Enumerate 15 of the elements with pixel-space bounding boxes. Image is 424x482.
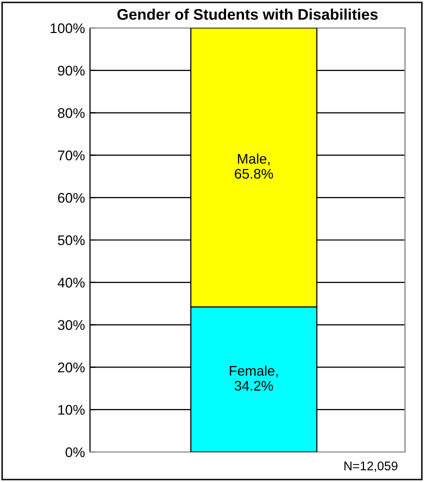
y-tick-label: 50%: [58, 235, 85, 246]
y-tick-label: 100%: [50, 23, 85, 34]
y-tick-label: 30%: [58, 320, 85, 330]
data-label: Male, 65.8%: [234, 154, 273, 179]
y-tick-label: 60%: [58, 192, 85, 203]
y-tick-label: 70%: [58, 150, 85, 160]
y-tick-label: 40%: [58, 278, 85, 288]
y-tick-label: 0%: [66, 447, 85, 458]
y-tick-label: 20%: [58, 362, 85, 372]
y-tick-label: 10%: [58, 404, 85, 415]
chart-title: Gender of Students with Disabilities: [117, 8, 378, 20]
text: N=12,059: [344, 462, 398, 472]
data-label: Female, 34.2%: [230, 366, 278, 391]
y-tick-label: 90%: [58, 66, 85, 76]
y-tick-label: 80%: [58, 108, 85, 118]
